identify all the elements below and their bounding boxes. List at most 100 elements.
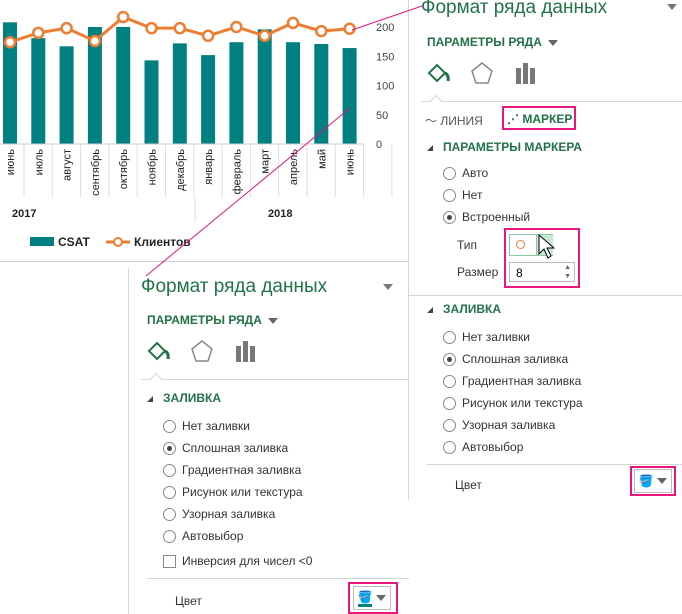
bar-csat (172, 43, 187, 144)
radio-option[interactable]: Узорная заливка (443, 418, 555, 432)
series-options-bars-icon[interactable] (513, 60, 539, 86)
line-marker (145, 21, 158, 35)
radio-option[interactable]: Градиентная заливка (443, 374, 581, 388)
bar-csat (229, 42, 244, 144)
fill-header[interactable]: ЗАЛИВКА (147, 391, 221, 405)
radio-option[interactable]: Авто (443, 166, 488, 180)
line-marker (201, 29, 215, 43)
fill-line-icon[interactable] (145, 338, 171, 364)
radio-circle[interactable] (163, 463, 176, 477)
bar-csat (31, 38, 46, 144)
x-tick-label: ноябрь (147, 149, 159, 186)
radio-option[interactable]: Нет заливки (443, 330, 530, 344)
combo-chart[interactable]: 0 50 100 150 200 июнь июль август сентябрь октябр… (0, 0, 410, 262)
radio-circle[interactable] (443, 188, 456, 202)
radio-option[interactable]: Рисунок или текстура (163, 485, 303, 499)
radio-label: Рисунок или текстура (462, 396, 583, 410)
bar-csat (201, 55, 216, 144)
tab-marker[interactable]: ⋰ МАРКЕР (507, 112, 573, 126)
circle-marker-icon (516, 240, 525, 249)
x-tick-label: май (316, 149, 328, 169)
mouse-cursor-icon (538, 234, 556, 259)
format-pane-marker: Формат ряда данных ПАРАМЕТРЫ РЯДА 〜 ЛИНИ… (408, 0, 682, 500)
radio-circle[interactable] (443, 210, 456, 224)
radio-label: Сплошная заливка (462, 352, 569, 366)
radio-circle[interactable] (443, 330, 456, 344)
series-options-dropdown[interactable]: ПАРАМЕТРЫ РЯДА (427, 35, 558, 49)
y-tick-label: 200 (376, 22, 394, 34)
radio-option[interactable]: Узорная заливка (163, 507, 275, 521)
radio-option[interactable]: Рисунок или текстура (443, 396, 583, 410)
fill-color-button[interactable]: 🪣 (634, 469, 672, 493)
radio-label: Градиентная заливка (462, 374, 582, 388)
radio-option[interactable]: Градиентная заливка (163, 463, 301, 477)
line-marker (116, 10, 130, 24)
size-value: 8 (516, 266, 523, 280)
line-marker (343, 22, 356, 36)
radio-option[interactable]: Нет (443, 188, 482, 202)
marker-options-header[interactable]: ПАРАМЕТРЫ МАРКЕРА (427, 140, 582, 154)
x-tick-label: июль (33, 149, 45, 176)
pane-title: Формат ряда данных (421, 0, 608, 18)
radio-circle[interactable] (163, 419, 176, 433)
radio-label: Нет заливки (182, 419, 250, 433)
bar-csat (314, 43, 329, 145)
y-tick-label: 50 (376, 110, 388, 122)
effects-pentagon-icon[interactable] (189, 338, 215, 364)
radio-label: Авто (462, 166, 489, 180)
radio-label: Нет заливки (462, 330, 530, 344)
marker-size-stepper[interactable]: 8 ▲ ▼ (509, 262, 575, 282)
radio-option[interactable]: Автовыбор (163, 529, 243, 543)
fill-line-icon[interactable] (425, 60, 451, 86)
series-options-label: ПАРАМЕТРЫ РЯДА (147, 313, 262, 327)
chevron-down-icon (267, 317, 278, 324)
radio-label: Нет (462, 188, 483, 202)
x-tick-label: январь (203, 149, 215, 185)
radio-circle[interactable] (443, 166, 456, 180)
type-label: Тип (457, 238, 478, 252)
radio-option[interactable]: Встроенный (443, 210, 530, 224)
fill-color-button[interactable]: 🪣 (353, 586, 391, 610)
bar-csat (87, 27, 102, 144)
chevron-down-icon (547, 39, 558, 46)
fill-header[interactable]: ЗАЛИВКА (427, 302, 501, 316)
bar-csat (286, 42, 300, 144)
legend-swatch-csat (30, 237, 54, 246)
tab-line[interactable]: 〜 ЛИНИЯ (425, 114, 483, 128)
x-tick-label: февраль (231, 149, 243, 195)
series-options-bars-icon[interactable] (233, 338, 259, 364)
line-marker (173, 21, 187, 35)
bar-csat (59, 46, 74, 144)
radio-circle[interactable] (443, 418, 456, 432)
series-options-dropdown[interactable]: ПАРАМЕТРЫ РЯДА (147, 313, 278, 327)
radio-circle[interactable] (163, 529, 176, 543)
radio-circle[interactable] (443, 396, 456, 410)
x-tick-label: март (260, 149, 272, 174)
line-marker (258, 29, 271, 43)
radio-circle[interactable] (163, 441, 176, 455)
radio-circle[interactable] (443, 352, 456, 366)
radio-option[interactable]: Нет заливки (163, 419, 250, 433)
line-marker (88, 34, 102, 48)
radio-circle[interactable] (443, 440, 456, 454)
radio-circle[interactable] (163, 485, 176, 499)
size-label: Размер (457, 265, 499, 279)
radio-label: Встроенный (462, 210, 531, 224)
radio-option[interactable]: Автовыбор (443, 440, 523, 454)
pane-close-arrow-icon[interactable] (667, 4, 677, 10)
paint-bucket-icon: 🪣 (357, 590, 373, 607)
invert-if-negative-checkbox[interactable]: Инверсия для чисел <0 (163, 554, 312, 568)
pane-title: Формат ряда данных (141, 276, 328, 297)
pane-close-arrow-icon[interactable] (383, 284, 393, 290)
radio-option[interactable]: Сплошная заливка (443, 352, 568, 366)
radio-option[interactable]: Сплошная заливка (163, 441, 288, 455)
x-tick-label: апрель (288, 149, 300, 185)
radio-label: Градиентная заливка (182, 463, 302, 477)
bar-csat (3, 22, 17, 144)
radio-circle[interactable] (163, 507, 176, 521)
legend-swatch-marker (113, 237, 123, 247)
x-tick-label: август (62, 149, 74, 181)
radio-circle[interactable] (443, 374, 456, 388)
color-label: Цвет (175, 594, 202, 608)
effects-pentagon-icon[interactable] (469, 60, 495, 86)
